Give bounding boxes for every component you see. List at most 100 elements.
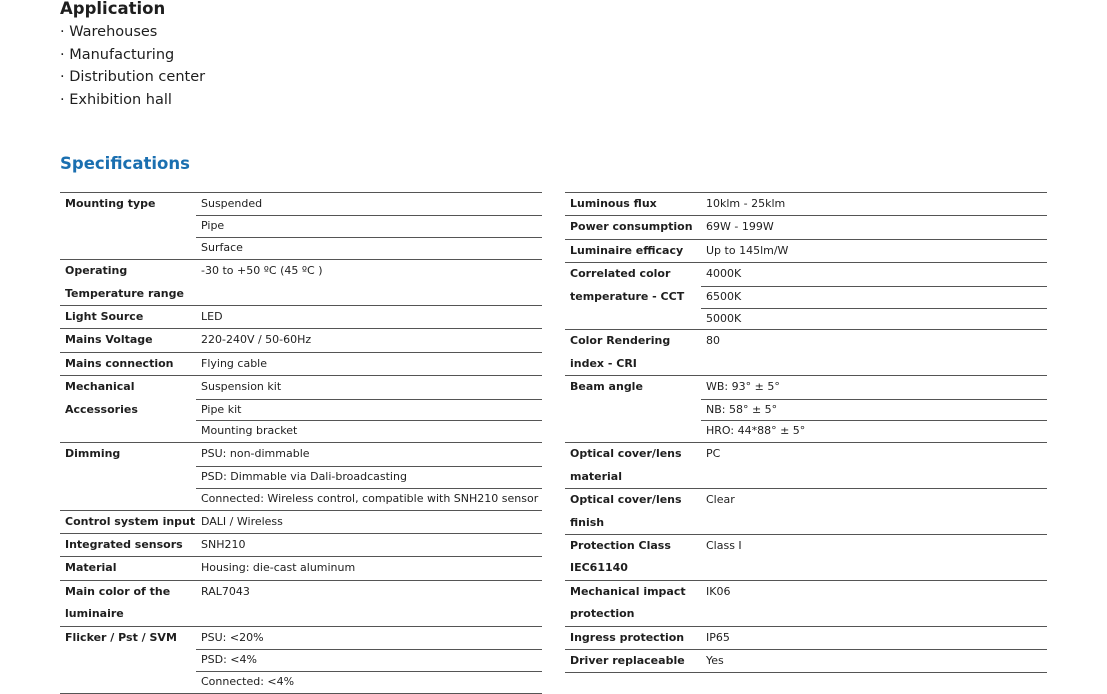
spec-label: Mains connection [65, 356, 174, 370]
spec-values: Housing: die-cast aluminum [196, 557, 542, 579]
spec-label: Material [65, 561, 117, 575]
spec-row: Dimming PSU: non-dimmable PSD: Dimmable vi… [60, 443, 542, 511]
spec-values: WB: 93° ± 5° NB: 58° ± 5° HRO: 44*88° ± 5° [701, 376, 1047, 442]
spec-row: Main color of the luminaire RAL7043 [60, 581, 542, 627]
spec-values: Suspension kit Pipe kit Mounting bracket [196, 376, 542, 442]
list-item: Warehouses [60, 21, 205, 44]
application-heading: Application [60, 0, 166, 18]
spec-value: Flying cable [201, 356, 267, 370]
spec-value: 4000K [706, 267, 742, 281]
spec-row: Protection Class IEC61140 Class I [565, 535, 1047, 581]
spec-values: LED [196, 306, 542, 328]
spec-value: Clear [706, 493, 735, 507]
spec-row: Light Source LED [60, 306, 542, 330]
spec-values: Up to 145lm/W [701, 240, 1047, 262]
spec-label: Color Rendering index - CRI [570, 334, 671, 370]
spec-row: Control system input DALI / Wireless [60, 511, 542, 534]
spec-row: Mechanical impact protection IK06 [565, 581, 1047, 627]
specifications-heading: Specifications [60, 154, 190, 173]
spec-values: IP65 [701, 627, 1047, 649]
spec-values: SNH210 [196, 534, 542, 556]
spec-row: Power consumption 69W - 199W [565, 216, 1047, 240]
list-item: Exhibition hall [60, 89, 205, 112]
spec-table-right: Luminous flux 10klm - 25klm Power consumpt… [565, 192, 1047, 674]
spec-label: Mechanical impact protection [570, 584, 686, 621]
spec-values: Suspended Pipe Surface [196, 193, 542, 259]
spec-label: Protection Class IEC61140 [570, 539, 671, 575]
spec-value: IK06 [706, 584, 731, 598]
spec-label: Main color of the luminaire [65, 584, 171, 621]
spec-values: 4000K 6500K 5000K [701, 263, 1047, 329]
spec-value: Pipe [196, 215, 542, 237]
spec-value: 69W - 199W [706, 220, 774, 234]
spec-row: Ingress protection IP65 [565, 627, 1047, 651]
spec-values: 220-240V / 50-60Hz [196, 329, 542, 351]
spec-values: DALI / Wireless [196, 511, 542, 533]
spec-value: Mounting bracket [196, 420, 542, 442]
spec-values: RAL7043 [196, 581, 542, 626]
spec-row: Luminous flux 10klm - 25klm [565, 193, 1047, 217]
spec-value: Connected: <4% [196, 670, 542, 693]
spec-value: Suspension kit [201, 380, 282, 394]
spec-row: Flicker / Pst / SVM PSU: <20% PSD: <4% Conn… [60, 627, 542, 694]
spec-value: Yes [706, 654, 724, 668]
spec-value: PSD: <4% [196, 648, 542, 671]
spec-label: Operating Temperature range [65, 264, 184, 300]
spec-value: Pipe kit [196, 398, 542, 421]
spec-value: 10klm - 25klm [706, 197, 786, 210]
spec-value: 6500K [701, 285, 1047, 308]
spec-value: PSU: non-dimmable [201, 447, 310, 461]
spec-value: NB: 58° ± 5° [701, 398, 1047, 421]
spec-row: Integrated sensors SNH210 [60, 534, 542, 558]
spec-row: Correlated color temperature - CCT 4000K 6… [565, 263, 1047, 331]
spec-row: Driver replaceable Yes [565, 650, 1047, 674]
spec-value: 220-240V / 50-60Hz [201, 333, 312, 347]
spec-value: HRO: 44*88° ± 5° [701, 420, 1047, 442]
spec-label: Flicker / Pst / SVM [65, 630, 177, 644]
spec-label: Mounting type [65, 197, 156, 210]
spec-value: Suspended [201, 197, 263, 210]
spec-row: Optical cover/lens finish Clear [565, 489, 1047, 535]
spec-label: Optical cover/lens material [570, 447, 682, 483]
list-item: Distribution center [60, 66, 205, 89]
spec-values: Flying cable [196, 353, 542, 375]
spec-value: Surface [196, 237, 542, 259]
spec-table-left: Mounting type Suspended Pipe Surface Operati… [60, 192, 542, 694]
spec-label: Power consumption [570, 220, 693, 234]
spec-value: DALI / Wireless [201, 514, 283, 528]
spec-label: Driver replaceable [570, 654, 685, 668]
spec-values: PC [701, 443, 1047, 488]
spec-row: Material Housing: die-cast aluminum [60, 557, 542, 581]
spec-label: Ingress protection [570, 630, 685, 644]
spec-values: -30 to +50 ºC (45 ºC ) [196, 260, 542, 305]
spec-value: Connected: Wireless control, compatible … [196, 487, 542, 510]
spec-label: Light Source [65, 309, 144, 323]
spec-label: Dimming [65, 447, 121, 461]
spec-row: Mains Voltage 220-240V / 50-60Hz [60, 329, 542, 353]
spec-values: Clear [701, 489, 1047, 534]
spec-value: IP65 [706, 630, 730, 644]
spec-value: 80 [706, 334, 720, 348]
spec-label: Integrated sensors [65, 537, 183, 551]
spec-label: Correlated color temperature - CCT [570, 267, 685, 303]
spec-row: Beam angle WB: 93° ± 5° NB: 58° ± 5° HRO: 4… [565, 376, 1047, 444]
spec-values: Class I [701, 535, 1047, 580]
spec-row: Operating Temperature range -30 to +50 ºC… [60, 260, 542, 306]
spec-row: Mounting type Suspended Pipe Surface [60, 193, 542, 261]
spec-row: Color Rendering index - CRI 80 [565, 330, 1047, 377]
spec-row: Mains connection Flying cable [60, 353, 542, 377]
spec-value: Class I [706, 539, 742, 552]
spec-value: -30 to +50 ºC (45 ºC ) [201, 264, 323, 278]
spec-label: Luminaire efficacy [570, 243, 684, 257]
spec-label: Optical cover/lens finish [570, 493, 682, 529]
spec-value: Up to 145lm/W [706, 243, 789, 257]
list-item: Manufacturing [60, 44, 205, 67]
spec-values: Yes [701, 650, 1047, 672]
spec-values: 80 [701, 330, 1047, 375]
spec-values: 10klm - 25klm [701, 193, 1047, 215]
spec-value: PC [706, 447, 721, 461]
spec-row: Luminaire efficacy Up to 145lm/W [565, 240, 1047, 264]
spec-values: PSU: <20% PSD: <4% Connected: <4% [196, 627, 542, 693]
spec-label: Beam angle [570, 380, 643, 394]
spec-value: SNH210 [201, 537, 246, 551]
